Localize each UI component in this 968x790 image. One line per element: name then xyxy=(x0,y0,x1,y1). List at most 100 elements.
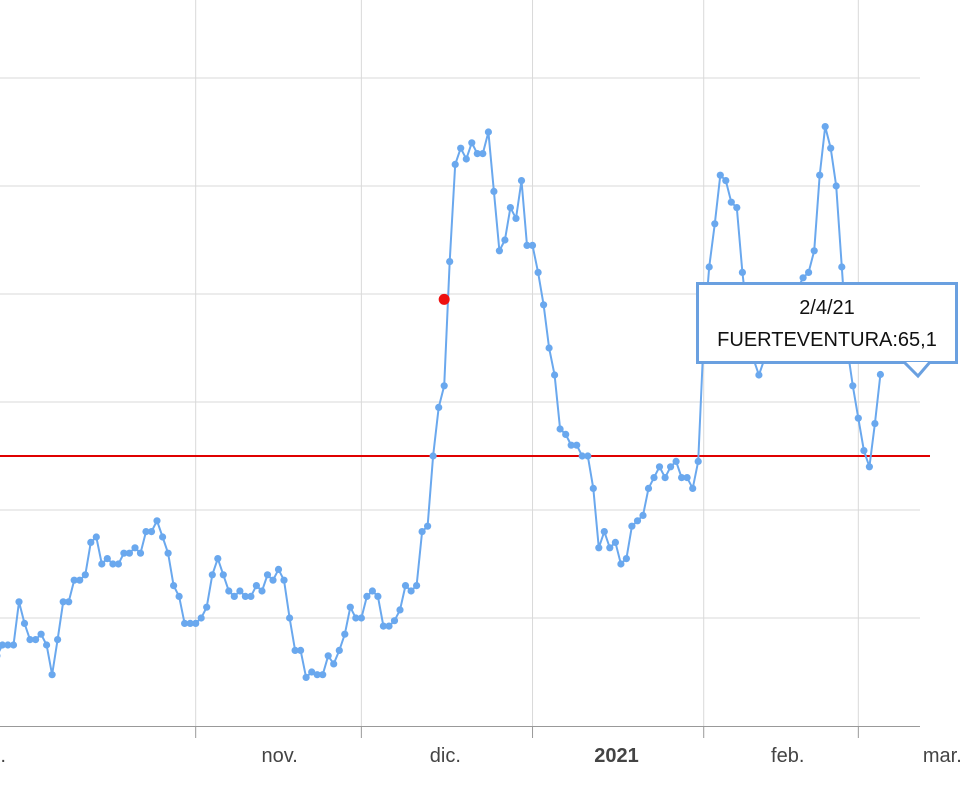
data-point[interactable] xyxy=(31,636,40,644)
data-point[interactable] xyxy=(258,587,266,595)
data-point[interactable] xyxy=(528,241,537,249)
data-point[interactable] xyxy=(490,187,498,195)
data-point[interactable] xyxy=(672,457,680,465)
data-point[interactable] xyxy=(876,370,885,379)
data-point[interactable] xyxy=(805,268,813,276)
data-point[interactable] xyxy=(120,549,128,557)
data-point[interactable] xyxy=(236,587,244,595)
data-point[interactable] xyxy=(689,484,697,492)
data-point[interactable] xyxy=(716,171,724,179)
data-point[interactable] xyxy=(147,528,156,536)
data-point[interactable] xyxy=(159,533,167,541)
data-point[interactable] xyxy=(667,463,675,471)
data-point[interactable] xyxy=(396,606,404,614)
data-point[interactable] xyxy=(181,619,189,628)
data-point[interactable] xyxy=(346,603,354,611)
data-point[interactable] xyxy=(479,150,487,158)
data-point[interactable] xyxy=(495,247,503,255)
data-point[interactable] xyxy=(650,474,658,482)
data-point[interactable] xyxy=(324,652,332,660)
data-point[interactable] xyxy=(854,414,862,422)
data-point[interactable] xyxy=(435,403,443,411)
data-point[interactable] xyxy=(131,544,139,552)
data-point[interactable] xyxy=(661,474,669,482)
data-point[interactable] xyxy=(727,198,735,206)
data-point[interactable] xyxy=(335,646,343,655)
data-point[interactable] xyxy=(838,263,846,271)
data-point[interactable] xyxy=(0,641,6,649)
data-point[interactable] xyxy=(330,660,338,668)
data-point[interactable] xyxy=(611,538,620,547)
data-point[interactable] xyxy=(567,441,575,449)
data-point[interactable] xyxy=(523,241,531,249)
data-point[interactable] xyxy=(865,463,874,471)
data-point[interactable] xyxy=(468,139,476,147)
data-point[interactable] xyxy=(136,549,145,557)
data-point[interactable] xyxy=(517,177,526,185)
data-point[interactable] xyxy=(655,463,664,471)
data-point[interactable] xyxy=(606,544,614,552)
data-point[interactable] xyxy=(15,598,23,606)
data-point[interactable] xyxy=(429,452,437,460)
data-point[interactable] xyxy=(43,641,51,649)
data-point[interactable] xyxy=(319,671,327,679)
data-point[interactable] xyxy=(639,511,647,519)
data-point[interactable] xyxy=(241,592,249,601)
data-point[interactable] xyxy=(302,673,310,682)
data-point[interactable] xyxy=(540,301,548,309)
data-point[interactable] xyxy=(407,587,415,595)
data-point[interactable] xyxy=(506,204,514,212)
data-point[interactable] xyxy=(832,182,840,190)
data-point[interactable] xyxy=(98,560,106,568)
data-point[interactable] xyxy=(595,544,603,552)
data-point[interactable] xyxy=(164,549,172,557)
data-point[interactable] xyxy=(214,555,222,563)
data-point[interactable] xyxy=(153,517,161,525)
data-point[interactable] xyxy=(76,576,84,584)
data-point[interactable] xyxy=(357,614,365,622)
data-point[interactable] xyxy=(81,571,89,579)
data-point[interactable] xyxy=(170,582,178,590)
data-point[interactable] xyxy=(578,452,586,460)
data-point[interactable] xyxy=(230,592,238,601)
data-point[interactable] xyxy=(827,144,835,152)
data-point[interactable] xyxy=(341,630,349,638)
data-point[interactable] xyxy=(446,258,454,266)
data-point[interactable] xyxy=(484,128,492,136)
data-point[interactable] xyxy=(534,268,542,276)
data-point[interactable] xyxy=(4,641,12,649)
data-point[interactable] xyxy=(628,522,636,530)
data-point[interactable] xyxy=(755,371,763,379)
data-point[interactable] xyxy=(871,420,879,428)
data-point[interactable] xyxy=(175,592,183,601)
data-point[interactable] xyxy=(584,452,592,460)
data-point[interactable] xyxy=(192,619,200,628)
data-point[interactable] xyxy=(678,474,686,482)
highlight-marker[interactable] xyxy=(438,293,450,305)
data-point[interactable] xyxy=(313,671,321,679)
data-point[interactable] xyxy=(722,177,730,185)
data-point[interactable] xyxy=(374,592,382,601)
data-point[interactable] xyxy=(142,528,150,536)
data-point[interactable] xyxy=(556,425,564,433)
data-point[interactable] xyxy=(308,668,316,676)
data-point[interactable] xyxy=(103,555,111,563)
data-point[interactable] xyxy=(418,528,426,536)
data-point[interactable] xyxy=(738,268,747,276)
data-point[interactable] xyxy=(26,636,34,644)
data-point[interactable] xyxy=(600,528,608,536)
data-point[interactable] xyxy=(573,441,581,449)
data-point[interactable] xyxy=(109,560,117,568)
data-point[interactable] xyxy=(363,592,371,601)
data-point[interactable] xyxy=(219,571,227,579)
data-point[interactable] xyxy=(799,274,807,282)
data-point[interactable] xyxy=(512,214,520,222)
data-point[interactable] xyxy=(385,622,393,630)
data-point[interactable] xyxy=(462,155,470,163)
data-point[interactable] xyxy=(683,474,691,482)
data-point[interactable] xyxy=(849,382,857,390)
data-point[interactable] xyxy=(622,555,631,563)
data-point[interactable] xyxy=(860,447,868,455)
data-point[interactable] xyxy=(70,576,78,584)
data-point[interactable] xyxy=(501,236,509,244)
